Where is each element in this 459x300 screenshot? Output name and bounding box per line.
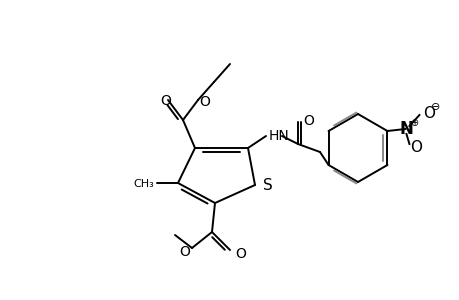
Text: CH₃: CH₃: [133, 179, 154, 189]
Text: N: N: [398, 120, 413, 138]
Text: O: O: [409, 140, 421, 154]
Text: O: O: [179, 245, 190, 259]
Text: S: S: [263, 178, 272, 193]
Text: ⊕: ⊕: [409, 118, 418, 128]
Text: O: O: [423, 106, 435, 121]
Text: O: O: [199, 95, 209, 109]
Text: HN: HN: [269, 129, 289, 143]
Text: O: O: [235, 247, 246, 261]
Text: O: O: [160, 94, 171, 108]
Text: O: O: [302, 114, 313, 128]
Text: ⊖: ⊖: [430, 102, 439, 112]
